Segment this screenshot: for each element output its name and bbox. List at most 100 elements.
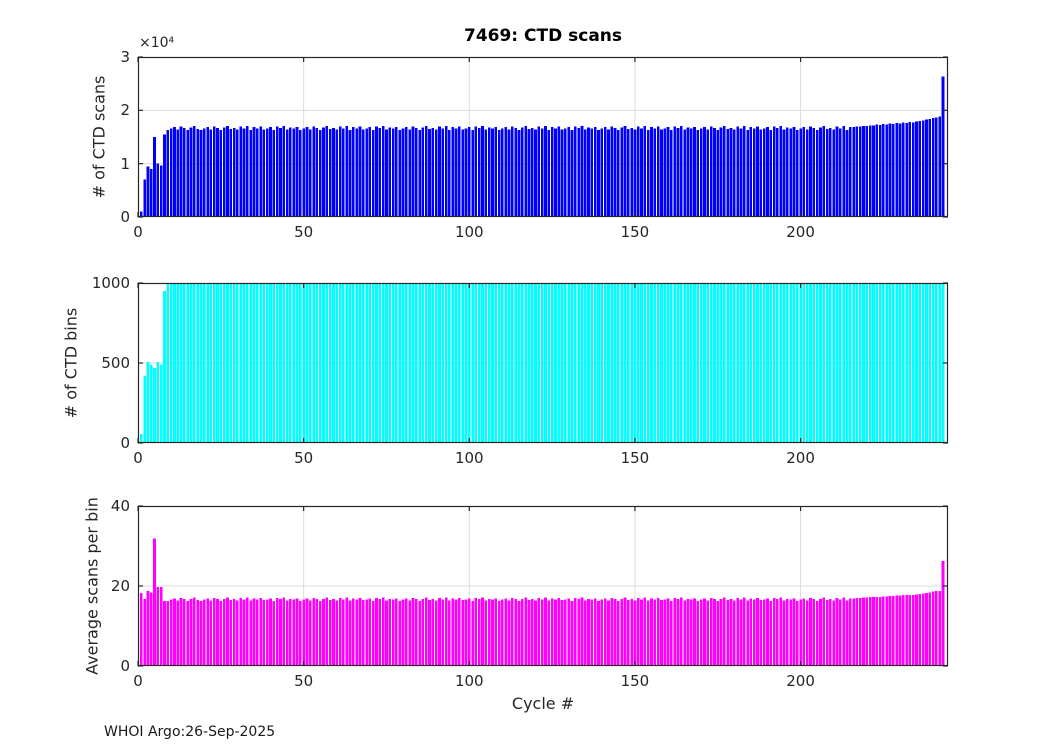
bar-cycle-211 (835, 598, 839, 666)
bar-cycle-164 (679, 125, 683, 217)
bar-cycle-43 (279, 128, 282, 217)
bar-cycle-228 (892, 283, 895, 443)
bar-cycle-50 (302, 283, 305, 443)
bar-cycle-113 (511, 283, 514, 443)
bar-cycle-186 (752, 283, 756, 443)
bar-cycle-28 (229, 283, 233, 443)
bar-cycle-119 (530, 127, 534, 217)
y-tick-label: 0 (120, 208, 130, 226)
bar-cycle-12 (176, 129, 180, 217)
bar-cycle-149 (630, 599, 633, 666)
y-tick-label: 3 (120, 48, 130, 66)
bar-cycle-190 (766, 283, 769, 443)
bar-cycle-92 (441, 283, 445, 443)
bar-cycle-53 (312, 283, 315, 443)
bar-cycle-129 (564, 128, 567, 217)
x-tick-label: 50 (294, 672, 314, 690)
bar-cycle-54 (315, 127, 319, 217)
bar-cycle-156 (653, 283, 657, 443)
bar-cycle-198 (792, 283, 796, 443)
bar-cycle-173 (709, 283, 713, 443)
bar-cycle-231 (901, 595, 905, 666)
bar-cycle-148 (626, 283, 630, 443)
bar-cycle-65 (352, 127, 355, 217)
bar-cycle-228 (892, 596, 895, 666)
bar-cycle-78 (395, 598, 398, 666)
bar-cycle-25 (219, 130, 223, 217)
bar-cycle-14 (183, 283, 186, 443)
x-tick-label: 0 (133, 449, 143, 467)
bar-cycle-168 (693, 598, 696, 666)
bar-cycle-55 (318, 283, 322, 443)
bar-cycle-80 (401, 128, 405, 217)
bar-cycle-182 (739, 283, 743, 443)
bar-cycle-94 (448, 283, 451, 443)
bar-cycle-189 (762, 128, 766, 217)
bar-cycle-158 (660, 283, 663, 443)
bar-cycle-70 (368, 127, 372, 217)
bar-cycle-191 (769, 600, 773, 666)
bar-cycle-217 (855, 598, 859, 666)
bar-cycle-1 (139, 434, 143, 443)
bar-cycle-230 (898, 283, 902, 443)
bar-cycle-170 (699, 599, 703, 666)
bar-cycle-15 (186, 283, 190, 443)
bar-cycle-47 (292, 128, 296, 217)
bar-cycle-152 (640, 128, 643, 217)
bar-cycle-205 (815, 283, 819, 443)
bar-cycle-48 (295, 598, 299, 666)
bar-cycle-209 (829, 127, 832, 217)
bar-cycle-160 (666, 598, 670, 666)
bar-cycle-39 (265, 128, 269, 217)
bar-cycle-105 (484, 283, 488, 443)
bar-cycle-77 (391, 283, 395, 443)
bar-cycle-42 (275, 283, 279, 443)
bar-cycle-210 (832, 600, 836, 666)
bar-cycle-147 (623, 125, 627, 217)
bar-cycle-33 (246, 597, 249, 666)
bar-cycle-222 (872, 283, 875, 443)
bar-cycle-33 (246, 283, 249, 443)
bar-cycle-104 (481, 283, 484, 443)
bar-cycle-236 (918, 594, 922, 666)
bar-cycle-35 (252, 283, 256, 443)
bar-cycle-27 (226, 125, 229, 217)
bar-cycle-59 (332, 127, 335, 217)
bar-cycle-139 (597, 283, 600, 443)
bar-cycle-239 (928, 283, 932, 443)
bar-cycle-136 (587, 598, 590, 666)
bar-cycle-64 (348, 600, 352, 666)
bar-cycle-200 (799, 128, 802, 217)
bar-cycle-98 (461, 283, 464, 443)
bar-cycle-110 (501, 599, 504, 666)
bar-cycle-111 (504, 126, 508, 217)
bar-cycle-166 (686, 127, 690, 217)
bar-cycle-205 (815, 130, 819, 217)
bar-cycle-213 (842, 126, 845, 217)
bar-cycle-178 (726, 600, 730, 666)
bar-cycle-186 (752, 128, 756, 217)
bar-cycle-74 (381, 125, 385, 217)
bar-cycle-80 (401, 283, 405, 443)
bar-cycle-11 (173, 283, 176, 443)
bar-cycle-145 (617, 130, 620, 217)
bar-cycle-4 (149, 169, 153, 217)
bar-cycle-165 (683, 129, 686, 217)
bar-cycle-222 (872, 597, 875, 666)
bar-cycle-196 (786, 283, 789, 443)
bar-cycle-37 (259, 283, 262, 443)
bar-cycle-193 (776, 283, 779, 443)
bar-cycle-57 (325, 125, 329, 217)
bar-cycle-172 (706, 600, 710, 666)
bar-cycle-125 (550, 127, 554, 217)
bar-cycle-63 (345, 126, 349, 217)
bar-cycle-26 (222, 127, 226, 217)
bar-cycle-232 (905, 122, 908, 217)
bar-cycle-153 (643, 126, 647, 217)
bar-cycle-21 (206, 598, 209, 666)
bar-cycle-65 (352, 598, 355, 666)
bar-cycle-140 (600, 599, 604, 666)
bar-cycle-96 (454, 128, 458, 217)
bar-cycle-20 (202, 128, 206, 217)
bar-cycle-5 (153, 367, 156, 443)
